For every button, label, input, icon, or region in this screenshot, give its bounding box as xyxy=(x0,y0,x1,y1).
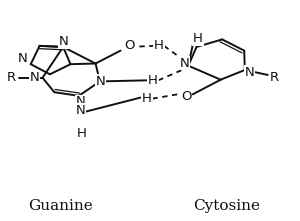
Text: Guanine: Guanine xyxy=(28,199,93,213)
Text: R: R xyxy=(270,70,279,84)
Text: N: N xyxy=(244,66,254,79)
Text: H: H xyxy=(193,32,203,45)
Text: N: N xyxy=(18,52,27,65)
Text: R: R xyxy=(7,71,16,84)
Text: N: N xyxy=(96,75,105,88)
Text: N: N xyxy=(75,95,85,108)
Text: H: H xyxy=(142,92,152,105)
Text: H: H xyxy=(77,127,87,140)
Text: H: H xyxy=(154,39,164,52)
Text: N: N xyxy=(180,57,190,70)
Text: N: N xyxy=(75,104,85,116)
Text: O: O xyxy=(125,39,135,52)
Text: O: O xyxy=(181,90,191,103)
Text: N: N xyxy=(59,35,69,48)
Text: N: N xyxy=(29,71,39,84)
Text: Cytosine: Cytosine xyxy=(193,199,260,213)
Text: H: H xyxy=(148,74,158,87)
